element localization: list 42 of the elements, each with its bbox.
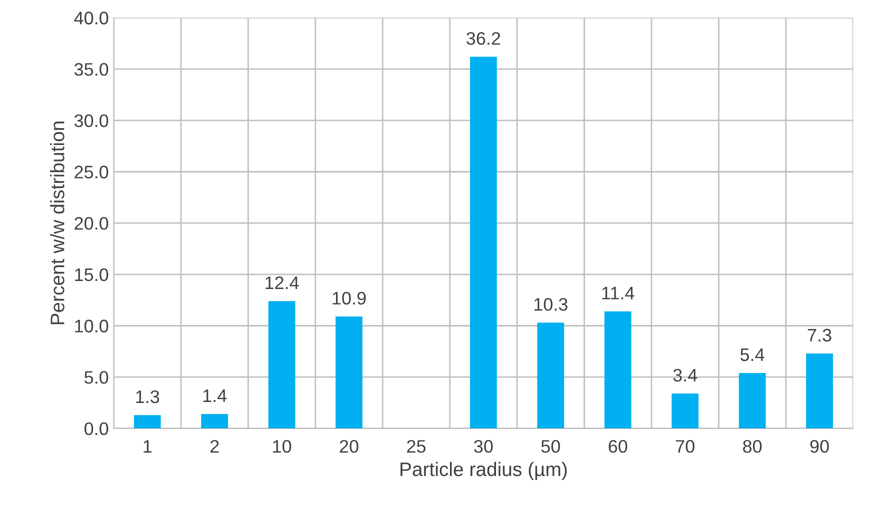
- x-tick-label: 90: [810, 440, 829, 453]
- bar: [134, 415, 161, 428]
- data-label: 1.3: [136, 390, 160, 404]
- x-tick-label: 25: [407, 440, 426, 453]
- y-tick-label: 40.0: [74, 12, 108, 24]
- x-tick-label: 10: [273, 440, 292, 453]
- x-tick-label: 20: [340, 440, 358, 453]
- data-label: 5.4: [740, 348, 764, 362]
- bar: [806, 353, 833, 428]
- x-axis-title: Particle radius (µm): [400, 462, 567, 480]
- bar: [470, 56, 497, 428]
- y-tick-label: 20.0: [74, 217, 108, 230]
- x-tick-label: 1: [144, 440, 152, 453]
- y-tick-label: 5.0: [84, 371, 108, 384]
- x-tick-label: 80: [743, 440, 762, 453]
- data-label: 1.4: [203, 390, 227, 402]
- x-tick-label: 70: [676, 440, 694, 453]
- data-label: 11.4: [602, 286, 634, 300]
- data-label: 3.4: [673, 368, 698, 382]
- y-tick-label: 0.0: [84, 422, 108, 436]
- y-tick-label: 35.0: [74, 63, 108, 76]
- x-tick-label: 60: [608, 440, 628, 453]
- bar: [201, 414, 228, 428]
- bar: [604, 311, 632, 428]
- y-tick-label: 15.0: [75, 268, 108, 282]
- data-label: 36.2: [466, 32, 500, 45]
- y-tick-label: 10.0: [75, 320, 108, 332]
- x-tick-label: 30: [474, 440, 493, 453]
- y-tick-label: 25.0: [74, 166, 108, 178]
- bar: [537, 322, 564, 428]
- bar: [336, 316, 362, 428]
- bar: [738, 372, 766, 428]
- bar: [672, 394, 699, 428]
- x-tick-label: 2: [210, 440, 219, 453]
- y-tick-label: 30.0: [74, 114, 108, 128]
- data-label: 10.3: [534, 298, 568, 311]
- data-label: 12.4: [266, 276, 299, 290]
- data-label: 10.9: [332, 292, 366, 305]
- x-tick-label: 50: [541, 440, 560, 453]
- data-label: 7.3: [808, 328, 832, 342]
- y-axis-title: Percent w/w distribution: [50, 122, 64, 324]
- bar: [268, 301, 296, 428]
